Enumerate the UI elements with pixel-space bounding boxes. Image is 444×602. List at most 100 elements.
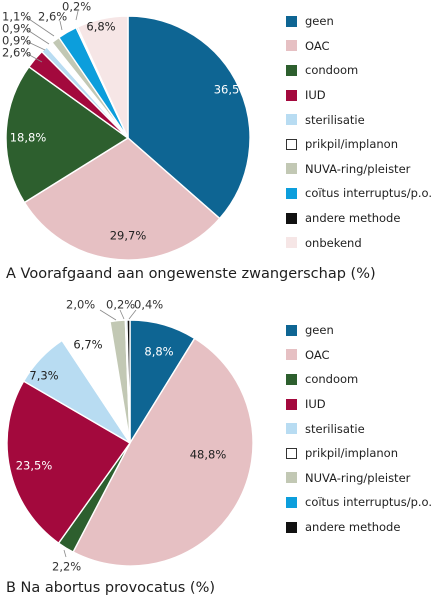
data-label-condoom: 18,8%: [10, 131, 47, 145]
leader-line-iud: [25, 52, 43, 63]
legend-label: coïtus interruptus/p.o.: [305, 186, 433, 201]
legend-swatch: [286, 114, 297, 126]
data-label-prikpil-implanon: 0,9%: [2, 22, 31, 36]
legend-item-co-tus-interruptus-p-o: coïtus interruptus/p.o.: [286, 490, 444, 515]
legend-item-iud: IUD: [286, 392, 444, 417]
pie-chart-b: 8,8% 48,8% 23,5% 7,3% 6,7% 2,2% 2,0% 0,2%0,4%: [6, 298, 254, 574]
leader-line-co-tus-interruptus-p-o: [59, 20, 63, 31]
legend-item-iud: IUD: [286, 83, 444, 108]
data-label-nuva-ring-pleister: 2,0%: [66, 298, 95, 312]
legend-label: condoom: [305, 63, 359, 78]
data-label-condoom: 2,2%: [52, 560, 81, 574]
leader-line-andere-methode: [128, 309, 137, 320]
legend-label: geen: [305, 14, 334, 29]
legend-item-prikpil-implanon: prikpil/implanon: [286, 441, 444, 466]
legend-label: sterilisatie: [305, 421, 365, 436]
slice-oac: [23, 137, 221, 261]
data-label-andere-methode: 0,4%: [134, 298, 163, 312]
data-label-geen: 36,5%: [214, 83, 251, 97]
legend-swatch: [286, 472, 297, 484]
data-label-co-tus-interruptus-p-o: 0,2%: [106, 298, 135, 312]
legend-item-sterilisatie: sterilisatie: [286, 107, 444, 132]
leader-line-condoom: [63, 549, 67, 558]
legend-swatch: [286, 187, 297, 199]
legend-item-nuva-ring-pleister: NUVA-ring/pleister: [286, 157, 444, 182]
data-label-sterilisatie: 7,3%: [29, 369, 58, 383]
slice-oac: [72, 337, 254, 567]
data-label-onbekend: 6,8%: [86, 20, 115, 34]
legend-label: OAC: [305, 38, 330, 53]
legend-label: prikpil/implanon: [305, 137, 398, 152]
data-label-oac: 48,8%: [190, 448, 227, 462]
data-label-sterilisatie: 0,9%: [2, 34, 31, 48]
legend-label: NUVA-ring/pleister: [305, 161, 411, 176]
legend-swatch: [286, 447, 297, 459]
legend-label: geen: [305, 323, 334, 338]
legend-swatch: [286, 212, 297, 224]
legend-label: NUVA-ring/pleister: [305, 470, 411, 485]
legend-label: coïtus interruptus/p.o.: [305, 495, 433, 510]
data-label-prikpil-implanon: 6,7%: [73, 338, 102, 352]
legend-label: prikpil/implanon: [305, 446, 398, 461]
legend-item-andere-methode: andere methode: [286, 206, 444, 231]
data-label-oac: 29,7%: [110, 229, 147, 243]
legend-item-condoom: condoom: [286, 58, 444, 83]
legend-item-condoom: condoom: [286, 367, 444, 392]
leader-line-nuva-ring-pleister: [25, 16, 55, 37]
legend-swatch: [286, 237, 297, 249]
legend-item-co-tus-interruptus-p-o: coïtus interruptus/p.o.: [286, 181, 444, 206]
legend-item-nuva-ring-pleister: NUVA-ring/pleister: [286, 466, 444, 491]
legend-swatch: [286, 521, 297, 533]
legend-label: OAC: [305, 347, 330, 362]
slice-iud: [6, 380, 132, 545]
legend-item-geen: geen: [286, 318, 444, 343]
legend-swatch: [286, 64, 297, 76]
legend-item-prikpil-implanon: prikpil/implanon: [286, 132, 444, 157]
slice-condoom: [5, 65, 130, 204]
data-label-andere-methode: 0,2%: [62, 0, 91, 14]
legend-a: geen OAC condoom IUD sterilisatie prikpil/imp…: [286, 9, 444, 255]
data-label-iud: 23,5%: [16, 459, 53, 473]
pie-chart-a: 36,5%29,7%18,8%6,8%2,6%0,9%0,9%1,1% 2,6%0…: [2, 0, 251, 261]
legend-swatch: [286, 324, 297, 336]
legend-item-andere-methode: andere methode: [286, 515, 444, 540]
leader-line-prikpil-implanon: [25, 28, 50, 45]
legend-swatch: [286, 398, 297, 410]
legend-swatch: [286, 373, 297, 385]
legend-label: IUD: [305, 397, 326, 412]
legend-swatch: [286, 15, 297, 27]
legend-swatch: [286, 349, 297, 361]
legend-item-onbekend: onbekend: [286, 230, 444, 255]
legend-label: andere methode: [305, 520, 401, 535]
legend-b: geen OAC condoom IUD sterilisatie prikpil/imp…: [286, 318, 444, 539]
legend-item-geen: geen: [286, 9, 444, 34]
chart-a-caption: A Voorafgaand aan ongewenste zwangerscha…: [6, 266, 376, 282]
data-label-nuva-ring-pleister: 1,1%: [2, 10, 31, 24]
legend-label: condoom: [305, 372, 359, 387]
legend-swatch: [286, 40, 297, 52]
legend-swatch: [286, 89, 297, 101]
data-label-iud: 2,6%: [2, 46, 31, 60]
slice-andere-methode: [126, 319, 131, 444]
slice-onbekend: [76, 15, 129, 139]
legend-label: IUD: [305, 88, 326, 103]
data-label-co-tus-interruptus-p-o: 2,6%: [38, 10, 67, 24]
legend-swatch: [286, 138, 297, 150]
legend-label: andere methode: [305, 211, 401, 226]
leader-line-co-tus-interruptus-p-o: [119, 309, 125, 320]
legend-label: onbekend: [305, 235, 362, 250]
legend-label: sterilisatie: [305, 112, 365, 127]
slice-geen: [127, 15, 251, 220]
leader-line-andere-methode: [75, 10, 79, 21]
leader-line-nuva-ring-pleister: [99, 309, 117, 321]
data-label-geen: 8,8%: [144, 345, 173, 359]
legend-swatch: [286, 496, 297, 508]
pie-chart-panel-a: 36,5% 29,7% 18,8% 6,8% 2,6% 0,9% 0,9% 1,1% 2,6% 0…: [0, 0, 444, 300]
legend-item-sterilisatie: sterilisatie: [286, 416, 444, 441]
legend-swatch: [286, 423, 297, 435]
legend-item-oac: OAC: [286, 343, 444, 368]
legend-swatch: [286, 163, 297, 175]
chart-b-caption: B Na abortus provocatus (%): [6, 580, 216, 596]
leader-line-sterilisatie: [25, 40, 46, 51]
pie-chart-panel-b: 8,8% 48,8% 23,5% 7,3% 6,7% 2,2% 2,0% 0,2% 0,4% g…: [0, 298, 444, 602]
